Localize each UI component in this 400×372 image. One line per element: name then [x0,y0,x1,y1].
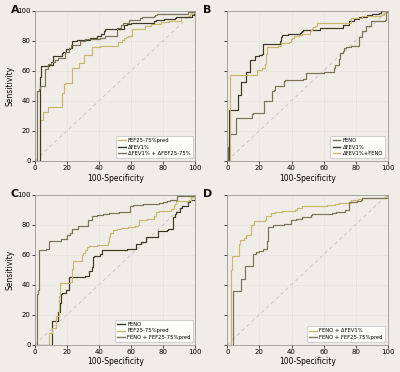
Y-axis label: Sensitivity: Sensitivity [6,65,14,106]
Legend: FENO + ΔFEV1%, FENO + FEF25-75%pred: FENO + ΔFEV1%, FENO + FEF25-75%pred [307,326,385,342]
Legend: FENO, ΔFEV1%, ΔFEV1%+FENO: FENO, ΔFEV1%, ΔFEV1%+FENO [330,136,385,158]
Y-axis label: Sensitivity: Sensitivity [6,250,14,290]
X-axis label: 100-Specificity: 100-Specificity [87,357,144,366]
X-axis label: 100-Specificity: 100-Specificity [87,173,144,183]
X-axis label: 100-Specificity: 100-Specificity [279,173,336,183]
X-axis label: 100-Specificity: 100-Specificity [279,357,336,366]
Text: C: C [11,189,19,199]
Legend: FENO, FEF25-75%pred, FENO + FEF25-75%pred: FENO, FEF25-75%pred, FENO + FEF25-75%pre… [115,320,193,342]
Legend: FEF25-75%pred, ΔFEV1%, ΔFEV1% + ΔFEF25-75%: FEF25-75%pred, ΔFEV1%, ΔFEV1% + ΔFEF25-7… [116,136,193,158]
Text: B: B [203,5,212,15]
Text: D: D [203,189,212,199]
Text: A: A [11,5,20,15]
